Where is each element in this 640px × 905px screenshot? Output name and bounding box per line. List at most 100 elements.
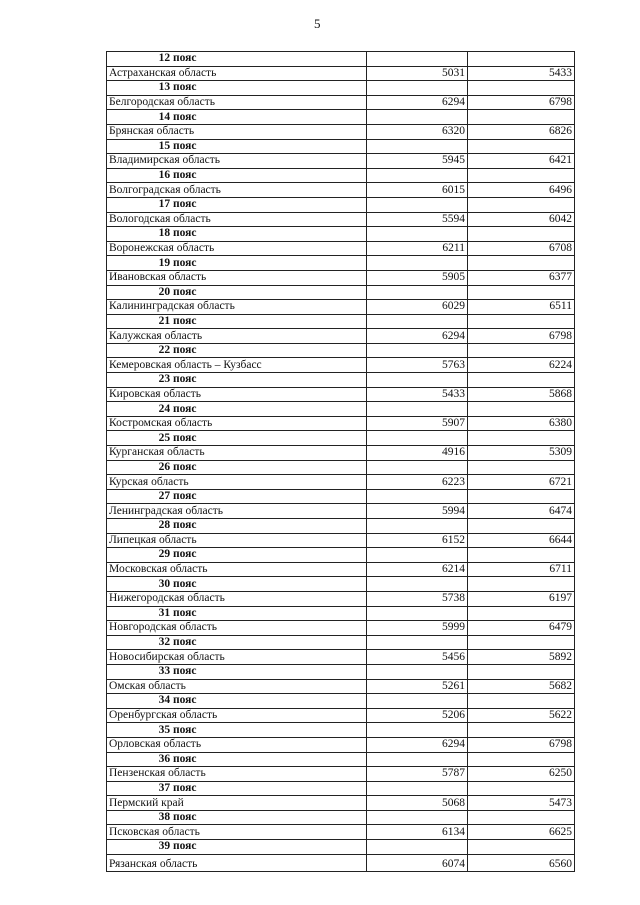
empty-cell (467, 780, 575, 797)
zone-header-row: 18 пояс (106, 226, 575, 242)
value-1: 6211 (366, 240, 468, 257)
region-name: Волгоградская область (106, 182, 367, 198)
zone-label: 27 пояс (106, 488, 367, 505)
zone-header-row: 26 пояс (106, 459, 575, 476)
value-2: 6479 (467, 620, 575, 636)
region-name: Орловская область (106, 736, 367, 753)
value-1: 6134 (366, 824, 468, 841)
zone-header-row: 30 пояс (106, 576, 575, 592)
value-2: 6721 (467, 474, 575, 490)
empty-cell (366, 138, 468, 155)
zone-label: 28 пояс (106, 518, 367, 534)
zone-header-row: 13 пояс (106, 80, 575, 96)
empty-cell (366, 459, 468, 476)
zone-label: 17 пояс (106, 196, 367, 213)
empty-cell (467, 430, 575, 447)
empty-cell (366, 693, 468, 709)
region-row: Московская область 6214 6711 (106, 561, 575, 578)
region-name: Пензенская область (106, 766, 367, 782)
region-row: Омская область 5261 5682 (106, 678, 575, 695)
empty-cell (366, 839, 468, 855)
region-name: Вологодская область (106, 211, 367, 228)
empty-cell (467, 605, 575, 622)
region-row: Астраханская область 5031 5433 (106, 65, 575, 82)
empty-cell (467, 226, 575, 242)
value-2: 6711 (467, 561, 575, 578)
region-row: Волгоградская область 6015 6496 (106, 182, 575, 198)
value-1: 6320 (366, 123, 468, 140)
empty-cell (467, 839, 575, 855)
region-name: Курская область (106, 474, 367, 490)
region-row: Орловская область 6294 6798 (106, 736, 575, 753)
zone-header-row: 21 пояс (106, 313, 575, 330)
value-1: 6152 (366, 532, 468, 549)
empty-cell (467, 80, 575, 96)
zone-header-row: 39 пояс (106, 839, 575, 855)
zone-label: 34 пояс (106, 693, 367, 709)
empty-cell (366, 430, 468, 447)
region-row: Липецкая область 6152 6644 (106, 532, 575, 549)
value-1: 5999 (366, 620, 468, 636)
zone-header-row: 24 пояс (106, 401, 575, 417)
value-1: 6223 (366, 474, 468, 490)
region-name: Костромская область (106, 415, 367, 432)
empty-cell (366, 226, 468, 242)
zone-label: 23 пояс (106, 372, 367, 388)
value-2: 5473 (467, 795, 575, 811)
zone-label: 36 пояс (106, 751, 367, 768)
region-name: Белгородская область (106, 94, 367, 111)
region-name: Брянская область (106, 123, 367, 140)
empty-cell (366, 634, 468, 651)
value-2: 6511 (467, 299, 575, 315)
empty-cell (366, 342, 468, 359)
value-2: 6474 (467, 503, 575, 519)
region-name: Оренбургская область (106, 707, 367, 724)
zone-label: 20 пояс (106, 284, 367, 301)
region-name: Воронежская область (106, 240, 367, 257)
empty-cell (366, 401, 468, 417)
value-1: 5206 (366, 707, 468, 724)
zone-label: 18 пояс (106, 226, 367, 242)
region-row: Курская область 6223 6721 (106, 474, 575, 490)
zone-header-row: 22 пояс (106, 342, 575, 359)
region-row: Новгородская область 5999 6479 (106, 620, 575, 636)
value-2: 5892 (467, 649, 575, 665)
zone-header-row: 23 пояс (106, 372, 575, 388)
value-1: 5031 (366, 65, 468, 82)
zone-label: 15 пояс (106, 138, 367, 155)
zone-header-row: 14 пояс (106, 109, 575, 125)
region-row: Брянская область 6320 6826 (106, 123, 575, 140)
region-row: Рязанская область 6074 6560 (106, 853, 575, 872)
empty-cell (366, 605, 468, 622)
region-row: Ленинградская область 5994 6474 (106, 503, 575, 519)
empty-cell (366, 809, 468, 826)
region-name: Липецкая область (106, 532, 367, 549)
value-1: 5738 (366, 590, 468, 607)
zone-label: 22 пояс (106, 342, 367, 359)
region-name: Новгородская область (106, 620, 367, 636)
region-row: Курганская область 4916 5309 (106, 445, 575, 461)
value-2: 6377 (467, 269, 575, 286)
region-name: Рязанская область (106, 853, 367, 872)
zone-header-row: 20 пояс (106, 284, 575, 301)
value-1: 6294 (366, 328, 468, 344)
zone-label: 31 пояс (106, 605, 367, 622)
zone-label: 33 пояс (106, 663, 367, 680)
region-name: Астраханская область (106, 65, 367, 82)
zone-header-row: 37 пояс (106, 780, 575, 797)
empty-cell (467, 809, 575, 826)
empty-cell (467, 167, 575, 184)
empty-cell (366, 576, 468, 592)
region-row: Белгородская область 6294 6798 (106, 94, 575, 111)
region-name: Калининградская область (106, 299, 367, 315)
value-1: 5068 (366, 795, 468, 811)
value-1: 5787 (366, 766, 468, 782)
region-name: Владимирская область (106, 153, 367, 169)
zone-label: 12 пояс (106, 51, 367, 67)
region-row: Псковская область 6134 6625 (106, 824, 575, 841)
region-row: Нижегородская область 5738 6197 (106, 590, 575, 607)
zone-label: 37 пояс (106, 780, 367, 797)
empty-cell (467, 459, 575, 476)
region-name: Омская область (106, 678, 367, 695)
zone-header-row: 34 пояс (106, 693, 575, 709)
